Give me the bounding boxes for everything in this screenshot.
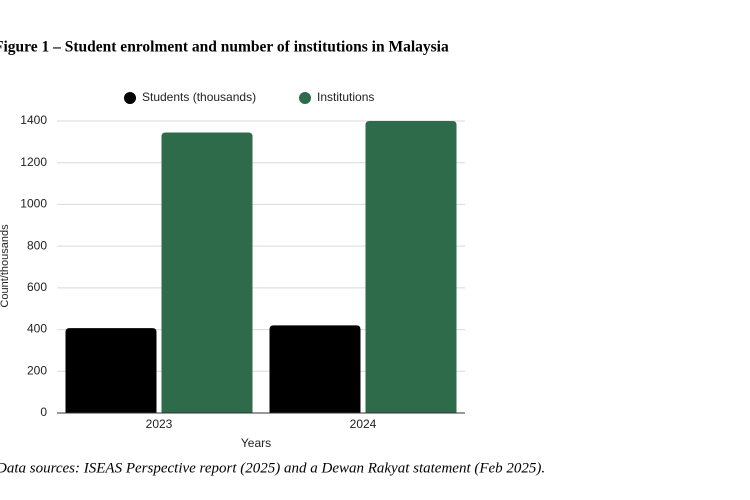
y-tick-label: 800 bbox=[27, 238, 47, 252]
y-tick-label: 600 bbox=[27, 280, 47, 294]
y-axis-label: Count/thousands bbox=[0, 224, 11, 308]
chart-title: Figure 1 – Student enrolment and number … bbox=[0, 39, 449, 56]
y-tick-label: 0 bbox=[40, 405, 47, 419]
y-tick-label: 1200 bbox=[20, 155, 47, 169]
x-axis-label: Years bbox=[241, 436, 271, 450]
bar bbox=[269, 325, 361, 413]
y-tick-label: 400 bbox=[27, 322, 47, 336]
y-tick-label: 1400 bbox=[20, 113, 47, 127]
legend-marker bbox=[124, 92, 136, 104]
y-tick-label: 200 bbox=[27, 363, 47, 377]
legend-label: Institutions bbox=[317, 90, 374, 104]
x-tick-label: 2023 bbox=[146, 417, 173, 431]
legend-label: Students (thousands) bbox=[142, 90, 256, 104]
y-tick-label: 1000 bbox=[20, 197, 47, 211]
legend-marker bbox=[299, 92, 311, 104]
bar bbox=[65, 328, 157, 413]
bar bbox=[365, 121, 457, 413]
x-tick-label: 2024 bbox=[350, 417, 377, 431]
bar bbox=[161, 132, 253, 413]
footnote: Data sources: ISEAS Perspective report (… bbox=[0, 460, 545, 476]
